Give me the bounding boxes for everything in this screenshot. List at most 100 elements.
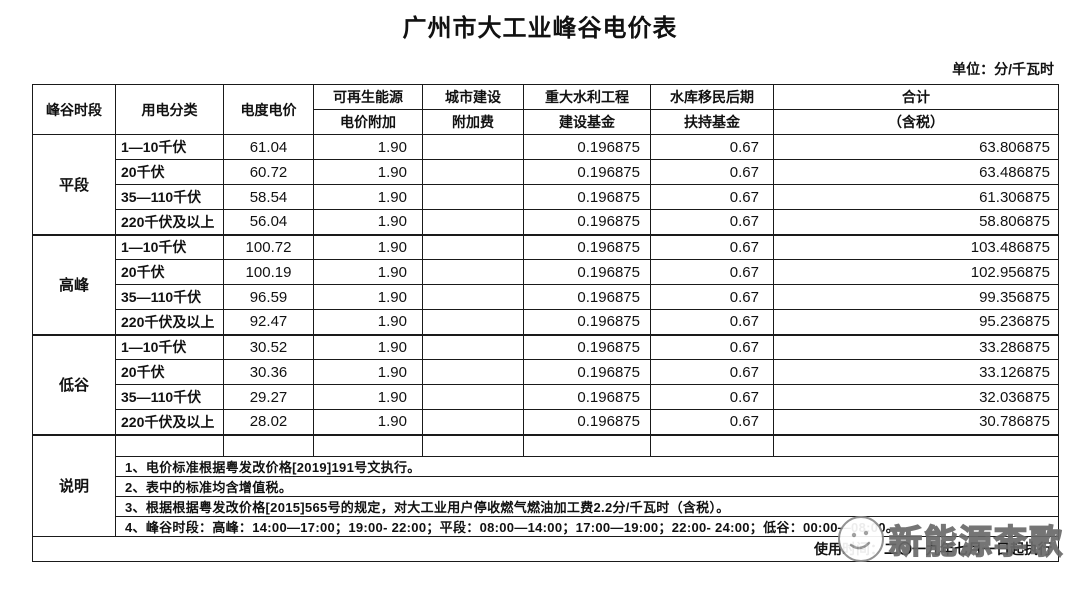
header-city-bottom: 附加费 [422, 109, 524, 135]
degree-price-cell: 92.47 [223, 309, 314, 335]
table-row: 高峰 1—10千伏 100.72 1.90 0.196875 0.67 103.… [32, 233, 1059, 335]
water-fund-cell: 0.196875 [523, 184, 651, 210]
footer-row: 使用时间：二〇一九年七月一日起执行 [32, 536, 1059, 562]
reservoir-fund-cell: 0.67 [650, 259, 774, 285]
degree-price-cell: 100.72 [223, 233, 314, 260]
water-fund-cell: 0.196875 [523, 309, 651, 335]
city-fee-cell [422, 384, 524, 410]
header-period: 峰谷时段 [32, 84, 116, 135]
voltage-cell: 1—10千伏 [115, 134, 224, 160]
city-fee-cell [422, 159, 524, 185]
header-reservoir-bottom: 扶持基金 [650, 109, 774, 135]
table-row: 低谷 1—10千伏 30.52 1.90 0.196875 0.67 33.28… [32, 333, 1059, 435]
voltage-cell: 220千伏及以上 [115, 409, 224, 435]
city-fee-cell [422, 284, 524, 310]
total-cell: 102.956875 [773, 259, 1059, 285]
water-fund-cell: 0.196875 [523, 159, 651, 185]
degree-price-cell: 30.36 [223, 359, 314, 385]
table-row: 35—110千伏 29.27 1.90 0.196875 0.67 32.036… [33, 384, 1059, 410]
table-row: 20千伏 100.19 1.90 0.196875 0.67 102.95687… [33, 259, 1059, 285]
total-cell: 33.286875 [773, 333, 1059, 360]
empty-cell [313, 433, 423, 457]
header-water-bottom: 建设基金 [523, 109, 651, 135]
header-row-1: 峰谷时段 用电分类 电度电价 可再生能源 城市建设 重大水利工程 水库移民后期 … [32, 84, 1059, 135]
price-table: 峰谷时段 用电分类 电度电价 可再生能源 城市建设 重大水利工程 水库移民后期 … [32, 84, 1059, 562]
city-fee-cell [422, 259, 524, 285]
total-cell: 95.236875 [773, 309, 1059, 335]
renewable-surcharge-cell: 1.90 [313, 233, 423, 260]
header-total-top: 合计 [773, 84, 1059, 110]
note-3: 3、根据根据粤发改价格[2015]565号的规定，对大工业用户停收燃气燃油加工费… [115, 496, 1059, 517]
empty-cell [115, 433, 224, 457]
header-row-2: 电价附加 附加费 建设基金 扶持基金 （含税） [33, 109, 1059, 135]
renewable-surcharge-cell: 1.90 [313, 284, 423, 310]
renewable-surcharge-cell: 1.90 [313, 409, 423, 435]
reservoir-fund-cell: 0.67 [650, 134, 774, 160]
table-row: 220千伏及以上 92.47 1.90 0.196875 0.67 95.236… [33, 309, 1059, 335]
table-row: 20千伏 30.36 1.90 0.196875 0.67 33.126875 [33, 359, 1059, 385]
city-fee-cell [422, 233, 524, 260]
degree-price-cell: 100.19 [223, 259, 314, 285]
empty-cell [650, 433, 774, 457]
total-cell: 61.306875 [773, 184, 1059, 210]
renewable-surcharge-cell: 1.90 [313, 209, 423, 235]
note-row: 4、峰谷时段：高峰：14:00—17:00；19:00- 22:00；平段：08… [33, 516, 1059, 537]
voltage-cell: 35—110千伏 [115, 184, 224, 210]
degree-price-cell: 30.52 [223, 333, 314, 360]
degree-price-cell: 29.27 [223, 384, 314, 410]
header-degree-price: 电度电价 [223, 84, 314, 135]
voltage-cell: 35—110千伏 [115, 284, 224, 310]
voltage-cell: 35—110千伏 [115, 384, 224, 410]
renewable-surcharge-cell: 1.90 [313, 134, 423, 160]
reservoir-fund-cell: 0.67 [650, 309, 774, 335]
renewable-surcharge-cell: 1.90 [313, 159, 423, 185]
note-1: 1、电价标准根据粤发改价格[2019]191号文执行。 [115, 456, 1059, 477]
water-fund-cell: 0.196875 [523, 233, 651, 260]
city-fee-cell [422, 333, 524, 360]
degree-price-cell: 60.72 [223, 159, 314, 185]
degree-price-cell: 56.04 [223, 209, 314, 235]
reservoir-fund-cell: 0.67 [650, 333, 774, 360]
note-row: 2、表中的标准均含增值税。 [33, 476, 1059, 497]
header-total-bottom: （含税） [773, 109, 1059, 135]
table-row: 35—110千伏 58.54 1.90 0.196875 0.67 61.306… [33, 184, 1059, 210]
voltage-cell: 1—10千伏 [115, 233, 224, 260]
reservoir-fund-cell: 0.67 [650, 184, 774, 210]
city-fee-cell [422, 359, 524, 385]
renewable-surcharge-cell: 1.90 [313, 333, 423, 360]
voltage-cell: 220千伏及以上 [115, 309, 224, 335]
water-fund-cell: 0.196875 [523, 209, 651, 235]
reservoir-fund-cell: 0.67 [650, 209, 774, 235]
total-cell: 103.486875 [773, 233, 1059, 260]
table-row: 平段 1—10千伏 61.04 1.90 0.196875 0.67 63.80… [32, 134, 1059, 235]
total-cell: 32.036875 [773, 384, 1059, 410]
city-fee-cell [422, 184, 524, 210]
empty-cell [422, 433, 524, 457]
voltage-cell: 220千伏及以上 [115, 209, 224, 235]
renewable-surcharge-cell: 1.90 [313, 359, 423, 385]
period-cell-flat: 平段 [32, 134, 116, 235]
header-renewable-top: 可再生能源 [313, 84, 423, 110]
notes-label: 说明 [32, 433, 116, 537]
header-renewable-bottom: 电价附加 [313, 109, 423, 135]
voltage-cell: 20千伏 [115, 359, 224, 385]
empty-cell [523, 433, 651, 457]
note-row: 1、电价标准根据粤发改价格[2019]191号文执行。 [33, 456, 1059, 477]
water-fund-cell: 0.196875 [523, 359, 651, 385]
renewable-surcharge-cell: 1.90 [313, 184, 423, 210]
total-cell: 33.126875 [773, 359, 1059, 385]
degree-price-cell: 96.59 [223, 284, 314, 310]
water-fund-cell: 0.196875 [523, 384, 651, 410]
header-reservoir-top: 水库移民后期 [650, 84, 774, 110]
degree-price-cell: 58.54 [223, 184, 314, 210]
reservoir-fund-cell: 0.67 [650, 359, 774, 385]
empty-cell [223, 433, 314, 457]
note-row: 3、根据根据粤发改价格[2015]565号的规定，对大工业用户停收燃气燃油加工费… [33, 496, 1059, 517]
note-4: 4、峰谷时段：高峰：14:00—17:00；19:00- 22:00；平段：08… [115, 516, 1059, 537]
total-cell: 30.786875 [773, 409, 1059, 435]
note-2: 2、表中的标准均含增值税。 [115, 476, 1059, 497]
voltage-cell: 1—10千伏 [115, 333, 224, 360]
unit-label: 单位：分/千瓦时 [952, 61, 1054, 77]
city-fee-cell [422, 409, 524, 435]
